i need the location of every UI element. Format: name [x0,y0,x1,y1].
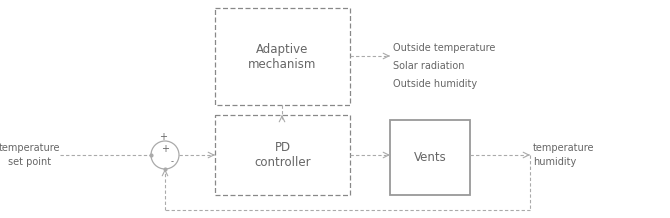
Text: +: + [161,144,169,154]
Text: Outside humidity: Outside humidity [393,79,477,89]
Text: Solar radiation: Solar radiation [393,61,464,71]
Text: temperature: temperature [0,143,61,153]
Text: -: - [170,157,174,167]
Text: humidity: humidity [533,157,576,167]
Text: temperature: temperature [533,143,594,153]
Text: Vents: Vents [413,151,446,164]
Text: +: + [159,132,167,142]
Text: set point: set point [9,157,52,167]
Text: Outside temperature: Outside temperature [393,43,495,53]
Bar [215,115,350,195]
Bar [215,8,350,105]
Text: Adaptive
mechanism: Adaptive mechanism [249,43,317,70]
Bar [390,120,470,195]
Text: PD
controller: PD controller [254,141,311,169]
